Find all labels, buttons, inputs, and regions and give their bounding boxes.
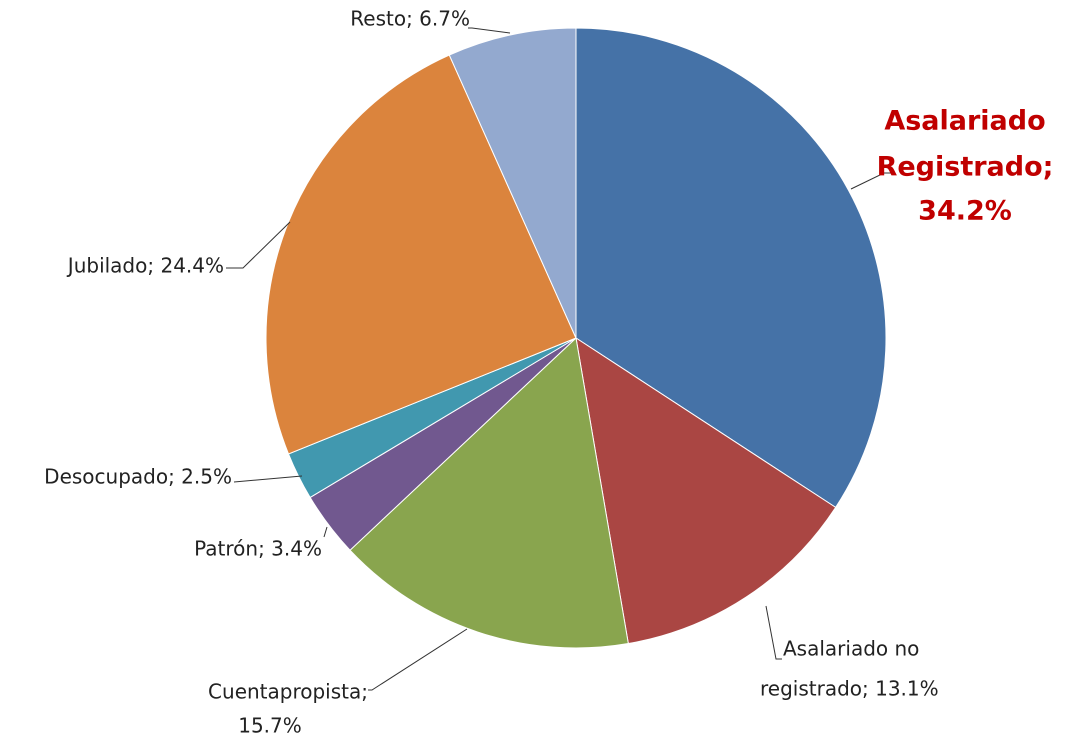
leader-line	[323, 526, 328, 538]
slice	[265, 54, 577, 455]
slice	[448, 27, 577, 339]
data-label: Jubilado; 24.4%	[66, 254, 224, 278]
leader-line	[765, 605, 782, 660]
leader-line	[850, 172, 893, 190]
data-label: Desocupado; 2.5%	[44, 465, 232, 489]
data-label: Resto; 6.7%	[350, 7, 470, 31]
data-label: Patrón; 3.4%	[194, 537, 322, 561]
slice	[575, 336, 837, 645]
data-label: Cuentapropista;	[208, 680, 368, 704]
data-label: Asalariado	[884, 106, 1045, 137]
data-label: Registrado;	[877, 152, 1054, 183]
leader-line	[368, 628, 468, 691]
leader-line	[233, 475, 303, 483]
leader-line	[226, 221, 291, 269]
data-label: 15.7%	[238, 714, 302, 738]
slice	[349, 336, 629, 649]
slice	[575, 27, 887, 509]
leader-line	[468, 27, 511, 34]
data-label: 34.2%	[918, 196, 1012, 227]
data-label: registrado; 13.1%	[760, 677, 939, 701]
data-label: Asalariado no	[783, 637, 919, 661]
